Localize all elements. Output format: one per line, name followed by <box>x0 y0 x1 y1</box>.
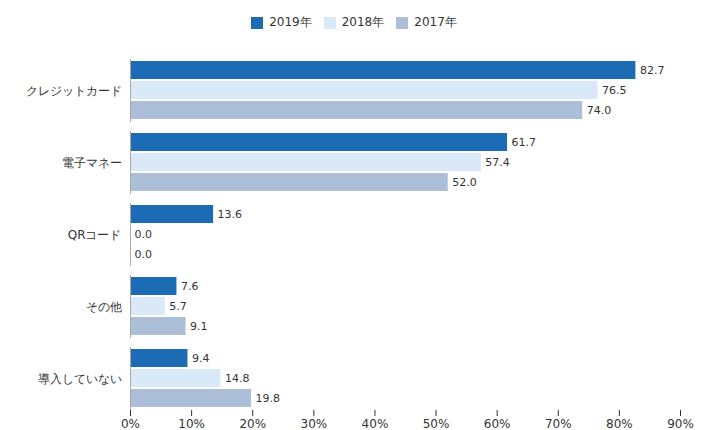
svg-text:70%: 70% <box>545 417 572 430</box>
html-text:2019年: 2019年 <box>269 15 312 29</box>
svg-text:76.5: 76.5 <box>602 84 627 97</box>
svg-text:0.0: 0.0 <box>135 228 153 241</box>
svg-text:13.6: 13.6 <box>218 208 243 221</box>
svg-text:82.7: 82.7 <box>640 64 665 77</box>
svg-text:7.6: 7.6 <box>181 280 199 293</box>
svg-text:0.0: 0.0 <box>135 248 153 261</box>
svg-text:80%: 80% <box>606 417 633 430</box>
svg-text:52.0: 52.0 <box>452 176 477 189</box>
svg-text:90%: 90% <box>667 417 694 430</box>
svg-text:QRコード: QRコード <box>68 228 122 242</box>
svg-text:9.1: 9.1 <box>190 320 208 333</box>
svg-text:40%: 40% <box>362 417 389 430</box>
svg-text:60%: 60% <box>484 417 511 430</box>
svg-text:クレジットカード: クレジットカード <box>26 84 122 98</box>
svg-text:電子マネー: 電子マネー <box>62 156 122 170</box>
svg-text:61.7: 61.7 <box>512 136 537 149</box>
svg-text:その他: その他 <box>86 300 122 314</box>
svg-text:10%: 10% <box>178 417 205 430</box>
svg-text:導入していない: 導入していない <box>38 372 122 386</box>
svg-text:50%: 50% <box>423 417 450 430</box>
svg-text:19.8: 19.8 <box>256 392 281 405</box>
svg-text:5.7: 5.7 <box>169 300 187 313</box>
svg-text:57.4: 57.4 <box>485 156 510 169</box>
svg-text:9.4: 9.4 <box>192 352 210 365</box>
svg-text:20%: 20% <box>239 417 266 430</box>
svg-text:14.8: 14.8 <box>225 372 250 385</box>
html-text:2018年: 2018年 <box>341 15 385 29</box>
html-text:2017年: 2017年 <box>414 15 457 29</box>
svg-text:74.0: 74.0 <box>587 104 612 117</box>
svg-text:0%: 0% <box>121 417 140 430</box>
svg-text:30%: 30% <box>300 417 327 430</box>
